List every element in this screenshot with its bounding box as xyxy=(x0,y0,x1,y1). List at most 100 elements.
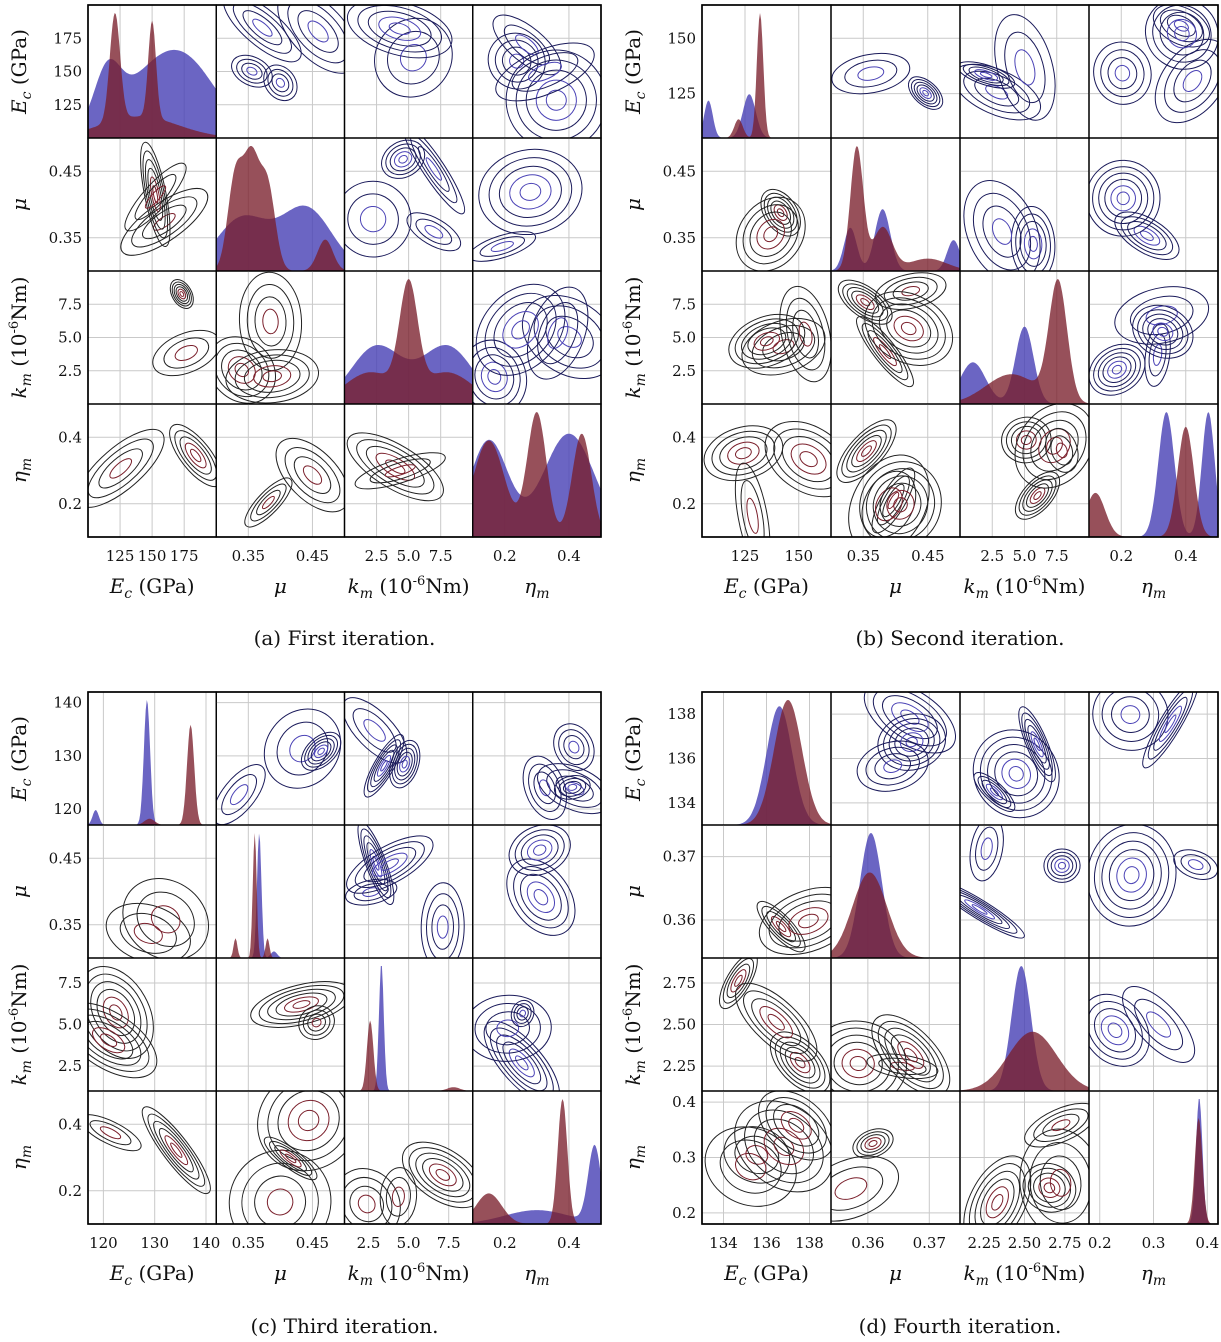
x-tick-label: 125 xyxy=(731,547,760,565)
posterior-contour xyxy=(302,465,323,485)
prior-contour xyxy=(980,837,993,860)
posterior-contour xyxy=(297,1109,320,1132)
y-axis-label-1: μ xyxy=(7,198,31,211)
posterior-contour xyxy=(852,1128,894,1159)
y-tick-label: 0.2 xyxy=(58,495,82,513)
cell-r0-c2 xyxy=(959,4,1090,139)
posterior-contour xyxy=(99,1126,122,1140)
posterior-density xyxy=(1089,426,1218,537)
cell-r2-c2 xyxy=(959,270,1090,405)
posterior-contour xyxy=(745,1145,769,1165)
y-axis-label-2: km (10-6Nm) xyxy=(7,964,35,1086)
x-tick-label: 0.36 xyxy=(851,1234,884,1252)
prior-contour xyxy=(352,708,397,753)
prior-contour xyxy=(1114,64,1131,82)
prior-contour xyxy=(1098,172,1149,224)
prior-contour xyxy=(553,723,595,771)
x-tick-label: 0.4 xyxy=(1174,547,1198,565)
cell-r2-c0 xyxy=(701,270,832,405)
posterior-contour xyxy=(152,185,159,204)
prior-contour xyxy=(509,174,552,210)
x-tick-label: 130 xyxy=(140,1234,169,1252)
prior-contour xyxy=(399,755,411,773)
cell-frame xyxy=(830,4,961,139)
prior-contour xyxy=(863,692,957,754)
prior-contour xyxy=(513,1003,532,1024)
posterior-contour xyxy=(221,349,263,391)
posterior-contour xyxy=(734,1135,780,1175)
cell-r2-c2 xyxy=(343,270,474,405)
prior-contour xyxy=(263,64,298,102)
posterior-contour xyxy=(1038,1177,1061,1199)
prior-contour xyxy=(1015,213,1051,271)
posterior-contour xyxy=(1026,483,1049,508)
prior-contour xyxy=(485,1011,530,1046)
x-tick-label: 0.35 xyxy=(232,547,265,565)
prior-contour xyxy=(1173,19,1189,32)
y-tick-label: 2.25 xyxy=(663,1057,696,1075)
prior-contour xyxy=(1057,861,1067,870)
posterior-contour xyxy=(1055,442,1068,459)
x-tick-label: 125 xyxy=(106,547,135,565)
y-tick-label: 125 xyxy=(53,96,82,114)
posterior-contour xyxy=(784,1046,816,1079)
x-axis-label-0: Ec (GPa) xyxy=(723,1261,809,1289)
posterior-contour xyxy=(719,436,768,471)
y-tick-label: 0.45 xyxy=(663,162,696,180)
prior-contour xyxy=(515,59,597,138)
posterior-contour xyxy=(876,475,910,526)
prior-contour xyxy=(882,695,938,740)
posterior-contour xyxy=(782,436,831,483)
prior-contour xyxy=(480,361,508,393)
x-axis-label-3: ηm xyxy=(1141,1261,1166,1289)
prior-contour xyxy=(372,855,380,871)
prior-contour xyxy=(1166,14,1196,37)
prior-contour xyxy=(521,294,601,380)
prior-contour xyxy=(922,89,929,97)
x-tick-label: 0.45 xyxy=(911,547,944,565)
prior-contour xyxy=(1147,692,1194,760)
posterior-contour xyxy=(142,150,169,239)
x-axis-label-3: ηm xyxy=(1141,574,1166,602)
posterior-contour xyxy=(385,1176,411,1217)
prior-contour xyxy=(1100,1015,1130,1046)
posterior-contour xyxy=(96,988,136,1037)
posterior-contour xyxy=(120,188,209,256)
cell-r0-c2 xyxy=(343,4,474,139)
prior-contour xyxy=(1116,857,1147,893)
prior-density xyxy=(472,1144,601,1224)
prior-contour xyxy=(346,835,434,894)
x-tick-label: 0.35 xyxy=(232,1234,265,1252)
posterior-contour xyxy=(152,329,217,377)
prior-contour xyxy=(1089,1000,1143,1060)
prior-contour xyxy=(242,10,283,46)
y-tick-label: 120 xyxy=(53,800,82,818)
x-axis-label-2: km (10-6Nm) xyxy=(964,1261,1086,1289)
posterior-contour xyxy=(878,303,939,354)
prior-contour xyxy=(900,709,920,725)
y-tick-label: 2.50 xyxy=(663,1016,696,1034)
prior-contour xyxy=(977,775,1012,809)
posterior-contour xyxy=(890,1034,931,1076)
posterior-contour xyxy=(179,291,185,297)
cell-r3-c2 xyxy=(343,403,474,538)
cell-r2-c1 xyxy=(215,957,346,1092)
prior-contour xyxy=(557,326,582,348)
prior-contour xyxy=(537,301,579,365)
posterior-contour xyxy=(216,336,276,404)
prior-contour xyxy=(913,81,938,105)
prior-contour xyxy=(545,89,567,111)
posterior-density xyxy=(702,13,831,138)
prior-contour xyxy=(1132,304,1194,359)
y-tick-label: 7.5 xyxy=(672,295,696,313)
prior-contour xyxy=(388,22,411,35)
posterior-contour xyxy=(1024,1102,1089,1148)
posterior-contour xyxy=(776,208,785,218)
prior-contour xyxy=(223,5,302,63)
posterior-contour xyxy=(831,1155,900,1222)
posterior-contour xyxy=(174,430,217,481)
cell-r1-c0 xyxy=(87,137,217,272)
posterior-contour xyxy=(1019,1128,1089,1224)
prior-contour xyxy=(381,139,426,179)
y-tick-label: 0.2 xyxy=(58,1182,82,1200)
